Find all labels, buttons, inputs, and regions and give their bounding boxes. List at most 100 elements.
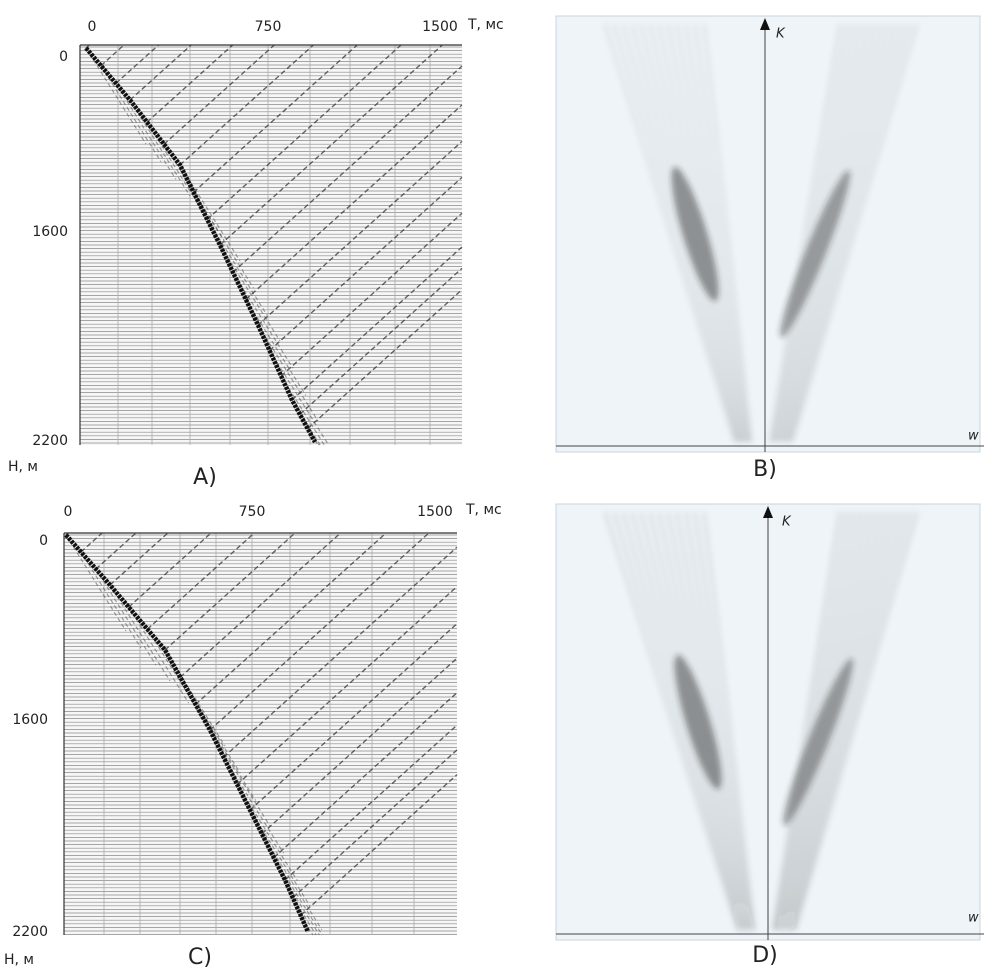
x-tick-label: 1500 [422, 19, 458, 35]
left-band [702, 23, 753, 443]
reflection [164, 649, 226, 747]
left-band [612, 23, 738, 443]
right-band [768, 23, 842, 443]
reflection [129, 44, 192, 101]
x-tick-label: 750 [255, 19, 282, 35]
reflection [146, 628, 208, 726]
spectrum-b [555, 15, 984, 453]
reflection [300, 774, 458, 916]
right-band [784, 23, 898, 443]
right-band [787, 511, 898, 931]
reflection [129, 99, 191, 197]
x-axis-title: T, мс [467, 17, 504, 33]
right-band [790, 23, 919, 443]
right-peak [780, 170, 850, 338]
left-band [603, 511, 740, 931]
panel-label: C) [188, 945, 212, 970]
axis-label-w: w [968, 911, 979, 926]
reflection [284, 724, 458, 881]
reflection [223, 546, 458, 758]
y-axis-title: H, м [8, 459, 38, 475]
right-band [786, 23, 905, 443]
first-arrival [84, 46, 317, 444]
left-band [702, 511, 756, 931]
reflection [128, 532, 212, 608]
axis-label-k: K [782, 515, 792, 530]
reflection [307, 289, 463, 430]
panel-label: A) [193, 465, 217, 490]
reflection [179, 164, 241, 262]
reflection [223, 756, 285, 854]
reflection [115, 83, 177, 180]
reflection [164, 532, 296, 651]
reflection [292, 749, 458, 899]
reflection [261, 657, 458, 835]
x-axis-title: T, мс [465, 502, 502, 518]
reflection [195, 704, 257, 801]
y-tick-label: 2200 [32, 433, 68, 449]
left-band [675, 511, 752, 931]
reflection [206, 44, 402, 220]
reflection [193, 191, 255, 289]
reflection [179, 532, 341, 678]
reflection [128, 606, 190, 704]
spectrum-bg [555, 15, 981, 453]
reflection [100, 44, 125, 67]
reflection [65, 532, 69, 536]
reflection [299, 267, 463, 415]
reflection [261, 833, 323, 931]
seismogram-a [79, 44, 463, 446]
x-tick-label: 750 [239, 504, 266, 520]
reflection [245, 299, 307, 396]
left-band [684, 511, 753, 931]
reflection [273, 692, 458, 859]
reflection [209, 532, 430, 731]
reflection [232, 271, 294, 369]
reflection [269, 350, 330, 446]
right-band [773, 511, 849, 931]
right-band [789, 511, 905, 931]
reflection [245, 104, 463, 300]
panel-label: B) [753, 457, 777, 482]
right-band [771, 511, 842, 931]
reflection [115, 44, 160, 84]
right-band [775, 511, 856, 931]
reflection [163, 44, 275, 145]
spectrum-d [555, 503, 984, 941]
reflection [219, 244, 281, 342]
left-band [675, 23, 749, 443]
spectrum-energy [603, 511, 919, 931]
y-axis-title: H, м [4, 952, 34, 968]
reflection [100, 65, 162, 162]
x-tick-label: 0 [88, 19, 97, 35]
reflection [195, 532, 387, 705]
left-peak [671, 166, 719, 302]
reflection [236, 784, 298, 881]
x-tick-label: 0 [64, 504, 73, 520]
right-band [782, 23, 891, 443]
reflection [80, 532, 103, 553]
reflection [209, 729, 271, 827]
reflection [291, 246, 463, 401]
left-band [684, 23, 750, 443]
first-arrival [64, 533, 311, 933]
left-band [612, 511, 741, 931]
k-arrow [760, 18, 770, 30]
reflection [249, 623, 458, 811]
left-band [693, 511, 755, 931]
reflection [95, 532, 137, 570]
y-tick-label: 0 [59, 49, 68, 65]
reflection [80, 551, 142, 649]
reflection [85, 44, 90, 49]
reflection [291, 399, 321, 446]
right-band [785, 511, 891, 931]
y-tick-label: 1600 [12, 712, 48, 728]
axis-label-k: K [776, 27, 786, 42]
reflection [65, 534, 127, 632]
right-band [788, 23, 912, 443]
reflection [257, 140, 463, 326]
y-tick-label: 0 [39, 533, 48, 549]
reflection [280, 212, 463, 377]
reflection [236, 586, 458, 785]
